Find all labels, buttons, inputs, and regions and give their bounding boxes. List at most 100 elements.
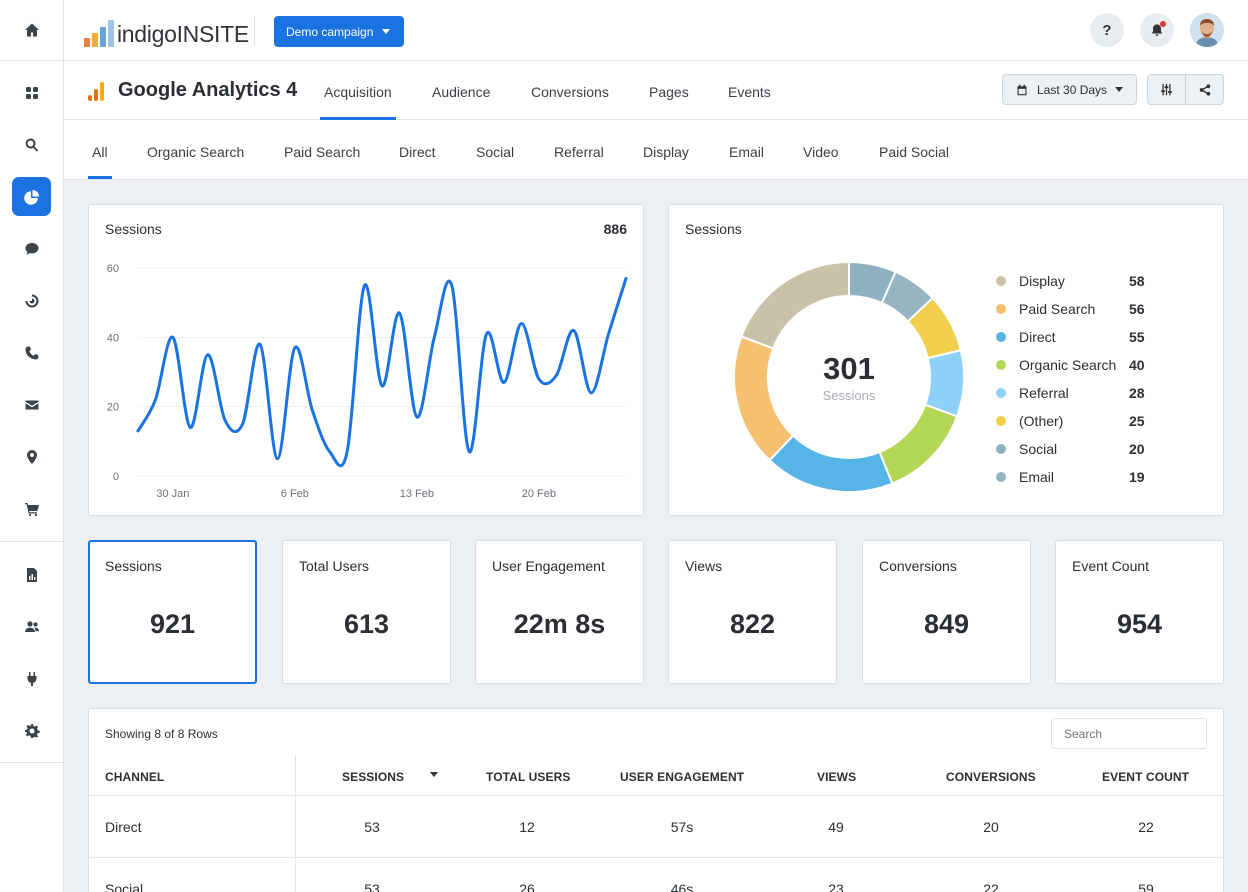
data-point bbox=[624, 276, 628, 280]
report-icon[interactable] bbox=[12, 555, 51, 594]
y-tick-label: 20 bbox=[107, 402, 119, 414]
channel-tab-referral[interactable]: Referral bbox=[554, 144, 604, 160]
metric-label: Sessions bbox=[105, 558, 162, 574]
data-point bbox=[380, 384, 384, 388]
chart-title: Sessions bbox=[105, 221, 162, 237]
donut-center-value: 301 bbox=[823, 351, 875, 386]
tab-audience[interactable]: Audience bbox=[432, 84, 491, 100]
header-conversions[interactable]: CONVERSIONS bbox=[946, 770, 1036, 784]
channel-tab-video[interactable]: Video bbox=[803, 144, 839, 160]
metric-card-total-users[interactable]: Total Users 613 bbox=[282, 540, 451, 684]
sort-desc-icon[interactable] bbox=[430, 772, 438, 777]
plug-icon[interactable] bbox=[12, 659, 51, 698]
data-point bbox=[397, 311, 401, 315]
metric-label: Conversions bbox=[879, 558, 957, 574]
metric-card-sessions[interactable]: Sessions 921 bbox=[88, 540, 257, 684]
tab-events[interactable]: Events bbox=[728, 84, 771, 100]
channel-tab-all[interactable]: All bbox=[88, 144, 112, 179]
app-logo[interactable]: indigoINSITE bbox=[84, 17, 249, 47]
dashboard-icon[interactable] bbox=[12, 73, 51, 112]
table-search-input[interactable] bbox=[1051, 718, 1207, 749]
tab-conversions[interactable]: Conversions bbox=[531, 84, 609, 100]
donut-slice-direct[interactable] bbox=[768, 434, 894, 493]
header-event-count[interactable]: EVENT COUNT bbox=[1102, 770, 1190, 784]
target-icon[interactable] bbox=[12, 281, 51, 320]
notifications-button[interactable] bbox=[1140, 13, 1174, 47]
table-row[interactable]: Direct 53 12 57s 49 20 22 bbox=[89, 795, 1223, 857]
header-views[interactable]: VIEWS bbox=[817, 770, 857, 784]
data-point bbox=[293, 346, 297, 350]
data-point bbox=[310, 408, 314, 412]
legend-item: (Other) 25 bbox=[996, 411, 1169, 431]
metric-card-conversions[interactable]: Conversions 849 bbox=[862, 540, 1031, 684]
divider bbox=[254, 16, 255, 46]
legend-label: Paid Search bbox=[1019, 301, 1096, 317]
cell-channel: Direct bbox=[105, 819, 142, 835]
cell-views: 49 bbox=[828, 819, 844, 835]
channel-tab-paid-search[interactable]: Paid Search bbox=[284, 144, 361, 160]
channel-tab-organic-search[interactable]: Organic Search bbox=[147, 144, 245, 160]
help-button[interactable]: ? bbox=[1090, 13, 1124, 47]
tab-pages[interactable]: Pages bbox=[649, 84, 689, 100]
cell-conversions: 22 bbox=[983, 881, 999, 892]
tab-acquisition[interactable]: Acquisition bbox=[320, 84, 396, 120]
legend-value: 58 bbox=[1129, 273, 1145, 289]
user-avatar[interactable] bbox=[1190, 13, 1224, 47]
legend-item: Paid Search 56 bbox=[996, 299, 1169, 319]
metric-card-user-engagement[interactable]: User Engagement 22m 8s bbox=[475, 540, 644, 684]
data-point bbox=[153, 398, 157, 402]
data-point bbox=[519, 321, 523, 325]
sliders-icon bbox=[1161, 83, 1172, 96]
legend-label: Referral bbox=[1019, 385, 1069, 401]
location-pin-icon[interactable] bbox=[12, 437, 51, 476]
analytics-pie-icon[interactable] bbox=[12, 177, 51, 216]
mail-icon[interactable] bbox=[12, 385, 51, 424]
channel-tab-direct[interactable]: Direct bbox=[399, 144, 436, 160]
data-point bbox=[467, 450, 471, 454]
channel-tab-email[interactable]: Email bbox=[729, 144, 765, 160]
logo-bars-icon bbox=[84, 19, 114, 47]
data-point bbox=[188, 425, 192, 429]
channel-tab-paid-social[interactable]: Paid Social bbox=[879, 144, 950, 160]
filter-sliders-button[interactable] bbox=[1148, 75, 1185, 104]
page-title: Google Analytics 4 bbox=[118, 79, 298, 101]
cell-user-engagement: 57s bbox=[670, 819, 694, 835]
channel-tab-display[interactable]: Display bbox=[643, 144, 689, 160]
donut-slice-display[interactable] bbox=[740, 260, 850, 350]
legend-item: Display 58 bbox=[996, 271, 1169, 291]
legend-item: Organic Search 40 bbox=[996, 355, 1169, 375]
table-row[interactable]: Social 53 26 46s 23 22 59 bbox=[89, 857, 1223, 892]
metric-value: 613 bbox=[343, 609, 390, 639]
header-user-engagement[interactable]: USER ENGAGEMENT bbox=[620, 770, 745, 784]
settings-gear-icon[interactable] bbox=[12, 711, 51, 750]
data-point bbox=[258, 342, 262, 346]
donut-slice-paid-search[interactable] bbox=[733, 335, 795, 462]
share-button[interactable] bbox=[1185, 75, 1223, 104]
column-divider bbox=[295, 755, 296, 892]
metric-value: 954 bbox=[1116, 609, 1163, 639]
header-channel[interactable]: CHANNEL bbox=[105, 770, 165, 784]
legend-value: 55 bbox=[1129, 329, 1145, 345]
channel-table: Showing 8 of 8 Rows CHANNEL SESSIONS TOT… bbox=[88, 708, 1224, 892]
channel-tab-social[interactable]: Social bbox=[476, 144, 515, 160]
bell-icon bbox=[1151, 24, 1163, 36]
donut-slice-organic-search[interactable] bbox=[878, 403, 959, 485]
legend-label: Social bbox=[1019, 441, 1058, 457]
cart-icon[interactable] bbox=[12, 489, 51, 528]
home-icon[interactable] bbox=[12, 10, 51, 49]
cell-total-users: 12 bbox=[519, 819, 535, 835]
chevron-down-icon bbox=[1115, 87, 1124, 92]
chat-icon[interactable] bbox=[12, 229, 51, 268]
legend-label: (Other) bbox=[1019, 413, 1064, 429]
date-range-dropdown[interactable]: Last 30 Days bbox=[1002, 74, 1137, 105]
phone-icon[interactable] bbox=[12, 333, 51, 372]
header-sessions[interactable]: SESSIONS bbox=[342, 770, 405, 784]
metric-card-event-count[interactable]: Event Count 954 bbox=[1055, 540, 1224, 684]
header-total-users[interactable]: TOTAL USERS bbox=[486, 770, 571, 784]
metric-card-views[interactable]: Views 822 bbox=[668, 540, 837, 684]
campaign-dropdown[interactable]: Demo campaign bbox=[274, 16, 404, 47]
search-icon[interactable] bbox=[12, 125, 51, 164]
users-icon[interactable] bbox=[12, 607, 51, 646]
data-point bbox=[502, 380, 506, 384]
cell-views: 23 bbox=[828, 881, 844, 892]
